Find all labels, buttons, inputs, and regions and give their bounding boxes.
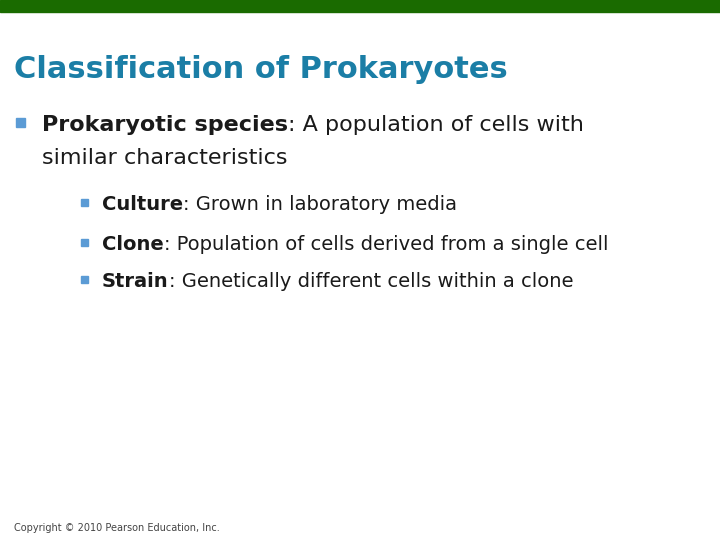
Bar [0,0,720,12]
Text: : Genetically different cells within a clone: : Genetically different cells within a c… [168,272,573,291]
Text: Strain: Strain [102,272,168,291]
Bar [81,276,88,283]
Text: : Population of cells derived from a single cell: : Population of cells derived from a sin… [163,235,608,254]
Bar [81,199,88,206]
Text: similar characteristics: similar characteristics [42,148,287,168]
Bar [16,118,25,127]
Text: Copyright © 2010 Pearson Education, Inc.: Copyright © 2010 Pearson Education, Inc. [14,523,220,533]
Text: : Grown in laboratory media: : Grown in laboratory media [183,195,457,214]
Text: Clone: Clone [102,235,163,254]
Text: Culture: Culture [102,195,183,214]
Text: Prokaryotic species: Prokaryotic species [42,115,288,135]
Text: : A population of cells with: : A population of cells with [288,115,584,135]
Text: Prokaryotic species: Prokaryotic species [42,115,288,135]
Bar [81,239,88,246]
Text: Classification of Prokaryotes: Classification of Prokaryotes [14,55,508,84]
